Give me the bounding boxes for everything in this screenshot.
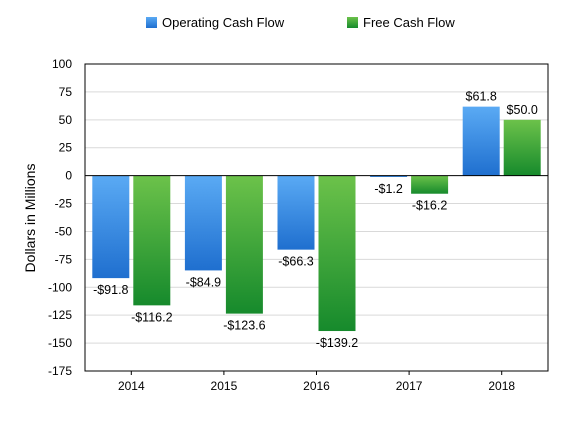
legend-label-free-cash-flow: Free Cash Flow [363, 15, 455, 30]
y-tick-label: 75 [59, 85, 73, 99]
y-axis-label: Dollars in Millions [22, 164, 38, 273]
bars [92, 106, 541, 332]
x-tick-label: 2016 [303, 379, 330, 393]
bar-free-2017 [411, 175, 449, 194]
y-tick-label: 0 [65, 169, 72, 183]
bar-operating-2014 [92, 175, 130, 279]
y-tick-label: 50 [59, 113, 73, 127]
data-label: $50.0 [507, 103, 538, 117]
legend-swatch-free-cash-flow [347, 17, 358, 28]
bar-free-2018 [503, 119, 541, 176]
legend-swatch-operating-cash-flow [146, 17, 157, 28]
data-label: -$116.2 [131, 310, 173, 324]
y-tick-label: 25 [59, 141, 73, 155]
x-tick-label: 2014 [118, 379, 145, 393]
bar-free-2014 [133, 175, 171, 306]
y-tick-label: -175 [48, 364, 72, 378]
bar-free-2016 [318, 175, 356, 332]
axes: -175 -150 -125 -100 -75 -50 -25 0 25 50 75 100 2014 2… [48, 57, 549, 393]
y-tick-label: -25 [55, 197, 73, 211]
y-tick-label: -125 [48, 308, 72, 322]
x-tick-label: 2015 [211, 379, 238, 393]
y-tick-label: -50 [55, 224, 73, 238]
data-label: -$84.9 [186, 275, 221, 289]
y-tick-label: 100 [52, 57, 72, 71]
bar-operating-2018 [462, 106, 500, 176]
bar-operating-2017 [370, 175, 408, 177]
y-tick-label: -100 [48, 280, 72, 294]
data-labels: -$91.8-$116.2 -$84.9 -$123.6 -$66.3 -$139.2 -… [93, 90, 538, 350]
bar-free-2015 [225, 175, 263, 314]
data-label: -$139.2 [316, 336, 358, 350]
data-label: -$123.6 [223, 319, 265, 333]
data-label: -$1.2 [374, 182, 403, 196]
y-tick-label: -150 [48, 336, 72, 350]
y-tick-label: -75 [55, 252, 73, 266]
x-tick-label: 2017 [396, 379, 423, 393]
legend-label-operating-cash-flow: Operating Cash Flow [162, 15, 285, 30]
data-label: $61.8 [466, 90, 497, 104]
data-label: -$91.8 [93, 283, 128, 297]
legend: Operating Cash Flow Free Cash Flow [146, 15, 455, 30]
data-label: -$66.3 [278, 255, 313, 269]
data-label: -$16.2 [412, 199, 447, 213]
bar-operating-2016 [277, 175, 315, 250]
bar-operating-2015 [184, 175, 222, 271]
x-tick-label: 2018 [488, 379, 515, 393]
